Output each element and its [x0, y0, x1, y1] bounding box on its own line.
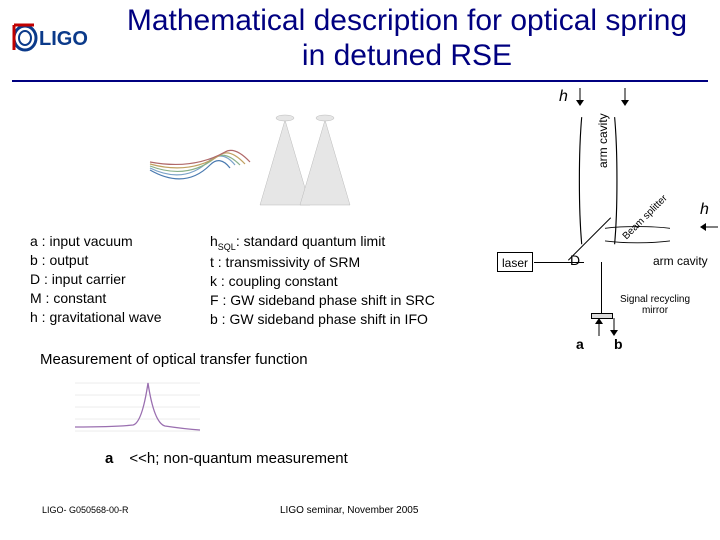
signal-recycling-label: Signal recycling mirror	[620, 294, 690, 316]
footer-center: LIGO seminar, November 2005	[280, 505, 418, 516]
measurement-line: Measurement of optical transfer function	[40, 351, 308, 368]
arm-cavity-vertical-label: arm cavity	[596, 113, 610, 168]
def-k: k : coupling constant	[210, 272, 435, 291]
a-note-symbol: a	[105, 450, 113, 467]
bracket-icon: (	[599, 226, 676, 229]
arrow-left-icon	[700, 222, 718, 232]
b-label: b	[614, 336, 623, 352]
def-b2: b : GW sideband phase shift in IFO	[210, 310, 435, 329]
d-label: D	[570, 252, 580, 268]
definitions-left: a : input vacuum b : output D : input ca…	[30, 232, 162, 326]
bracket-icon: )	[599, 241, 676, 244]
a-label: a	[576, 336, 584, 352]
title-rule	[12, 80, 708, 82]
arrow-up-icon	[594, 318, 604, 336]
laser-box: laser	[497, 252, 533, 272]
definitions-right: hSQL: standard quantum limit t : transmi…	[210, 232, 435, 329]
def-t: t : transmissivity of SRM	[210, 253, 435, 272]
a-note-text: <<h; non-quantum measurement	[129, 450, 347, 467]
def-D: D : input carrier	[30, 270, 162, 289]
svg-text:LIGO: LIGO	[39, 28, 88, 50]
footer-left: LIGO- G050568-00-R	[42, 505, 129, 515]
beamsplitter-label: Beam splitter	[621, 193, 670, 242]
arrow-down-icon	[620, 88, 630, 106]
def-hsql: hSQL: standard quantum limit	[210, 232, 435, 253]
vertical-beam-line	[601, 262, 602, 314]
def-a: a : input vacuum	[30, 232, 162, 251]
ligo-logo: LIGO	[12, 22, 102, 52]
h-top-label: h	[559, 88, 568, 106]
def-F: F : GW sideband phase shift in SRC	[210, 291, 435, 310]
spectrum-chart-placeholder	[145, 110, 370, 210]
slide: LIGO Mathematical description for optica…	[0, 0, 720, 540]
bracket-icon: (	[578, 90, 582, 248]
def-h: h : gravitational wave	[30, 308, 162, 327]
def-M: M : constant	[30, 289, 162, 308]
arm-cavity-horizontal-label: arm cavity	[653, 254, 708, 268]
bracket-icon: )	[614, 90, 618, 248]
transfer-function-chart-placeholder	[60, 375, 205, 440]
def-b: b : output	[30, 251, 162, 270]
arrow-down-icon	[609, 318, 619, 336]
a-note: a <<h; non-quantum measurement	[105, 450, 348, 467]
h-right-label: h	[700, 201, 709, 219]
slide-title: Mathematical description for optical spr…	[122, 4, 692, 73]
